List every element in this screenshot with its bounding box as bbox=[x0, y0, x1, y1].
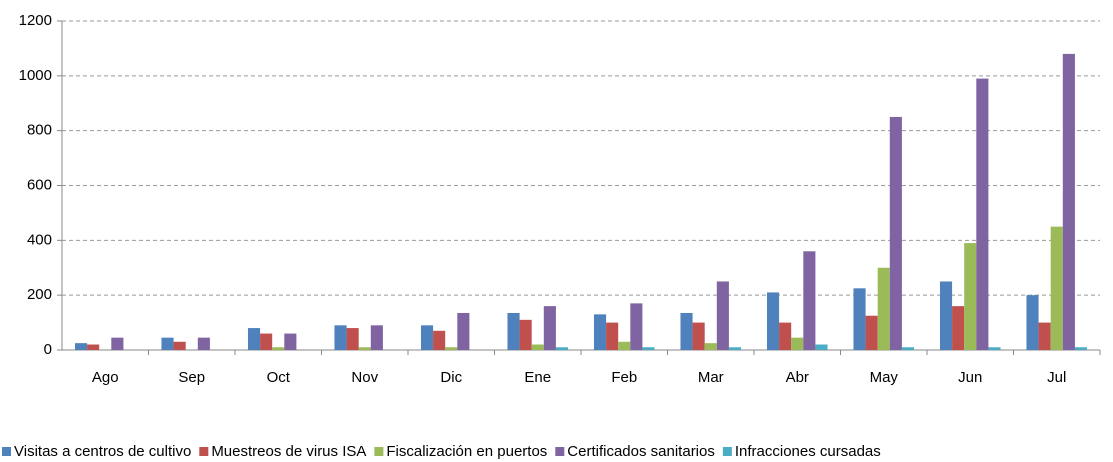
bar bbox=[370, 325, 383, 350]
x-tick-label: Mar bbox=[698, 369, 724, 386]
bar bbox=[555, 347, 569, 350]
x-tick-label: Dic bbox=[440, 369, 462, 386]
x-tick-label: Abr bbox=[786, 369, 809, 386]
bar bbox=[791, 337, 804, 350]
bar bbox=[420, 325, 434, 350]
bar bbox=[1050, 226, 1063, 350]
y-tick-label: 600 bbox=[27, 176, 52, 193]
bar bbox=[531, 344, 544, 350]
bar bbox=[889, 116, 902, 350]
bar bbox=[334, 325, 347, 350]
bar bbox=[161, 337, 174, 350]
bar bbox=[433, 330, 446, 350]
bar bbox=[642, 347, 655, 350]
legend-label: Infracciones cursadas bbox=[735, 443, 881, 460]
bar bbox=[197, 337, 210, 350]
bar bbox=[952, 306, 965, 350]
bar bbox=[272, 347, 285, 350]
legend-swatch bbox=[2, 447, 11, 456]
bar bbox=[1026, 295, 1039, 350]
bar bbox=[284, 333, 297, 350]
legend-label: Fiscalización en puertos bbox=[386, 443, 547, 460]
bar bbox=[111, 337, 124, 350]
x-tick-label: Sep bbox=[178, 369, 205, 386]
bar bbox=[457, 312, 470, 350]
bar bbox=[1074, 347, 1088, 350]
bar bbox=[507, 312, 520, 350]
bar bbox=[692, 322, 705, 350]
bar bbox=[964, 243, 977, 350]
bar bbox=[618, 341, 631, 350]
bar bbox=[815, 344, 828, 350]
bar bbox=[606, 322, 619, 350]
bar bbox=[173, 341, 186, 350]
bar bbox=[593, 314, 607, 350]
bar bbox=[346, 328, 359, 350]
bar bbox=[988, 347, 1001, 350]
legend-swatch bbox=[555, 447, 565, 456]
legend-swatch bbox=[722, 447, 732, 456]
x-tick-label: Jun bbox=[958, 369, 982, 386]
bar bbox=[358, 347, 371, 350]
y-tick-label: 400 bbox=[27, 231, 52, 248]
x-tick-label: Nov bbox=[351, 369, 378, 386]
bar bbox=[1038, 322, 1051, 350]
bar bbox=[260, 333, 273, 350]
bar bbox=[74, 343, 88, 350]
bar bbox=[247, 328, 261, 350]
bar bbox=[630, 303, 643, 350]
y-tick-label: 200 bbox=[27, 286, 52, 303]
bar bbox=[803, 251, 816, 350]
bar bbox=[976, 78, 989, 350]
bar bbox=[779, 322, 792, 350]
bar bbox=[901, 347, 915, 350]
bar bbox=[87, 344, 100, 350]
bar bbox=[1062, 53, 1075, 351]
y-tick-label: 1200 bbox=[19, 12, 52, 29]
legend-swatch bbox=[199, 447, 209, 456]
bar bbox=[716, 281, 729, 350]
legend-swatch bbox=[374, 447, 384, 456]
bar bbox=[865, 315, 878, 350]
x-tick-label: May bbox=[870, 369, 899, 386]
y-tick-label: 0 bbox=[44, 341, 52, 358]
x-tick-label: Ene bbox=[524, 369, 551, 386]
bar bbox=[680, 312, 693, 350]
bar bbox=[877, 267, 890, 350]
x-tick-label: Jul bbox=[1047, 369, 1066, 386]
bar bbox=[939, 281, 953, 350]
y-tick-label: 1000 bbox=[19, 67, 52, 84]
bar bbox=[519, 319, 532, 350]
bar bbox=[704, 343, 717, 350]
bar bbox=[728, 347, 742, 350]
bar bbox=[853, 288, 866, 350]
bar bbox=[766, 292, 780, 350]
x-tick-label: Ago bbox=[92, 369, 119, 386]
legend-label: Muestreos de virus ISA bbox=[211, 443, 366, 460]
x-tick-label: Oct bbox=[267, 369, 291, 386]
legend-label: Visitas a centros de cultivo bbox=[14, 443, 191, 460]
bar bbox=[445, 347, 458, 350]
x-tick-label: Feb bbox=[611, 369, 637, 386]
legend-label: Certificados sanitarios bbox=[567, 443, 715, 460]
y-tick-label: 800 bbox=[27, 122, 52, 139]
bar bbox=[543, 306, 556, 350]
